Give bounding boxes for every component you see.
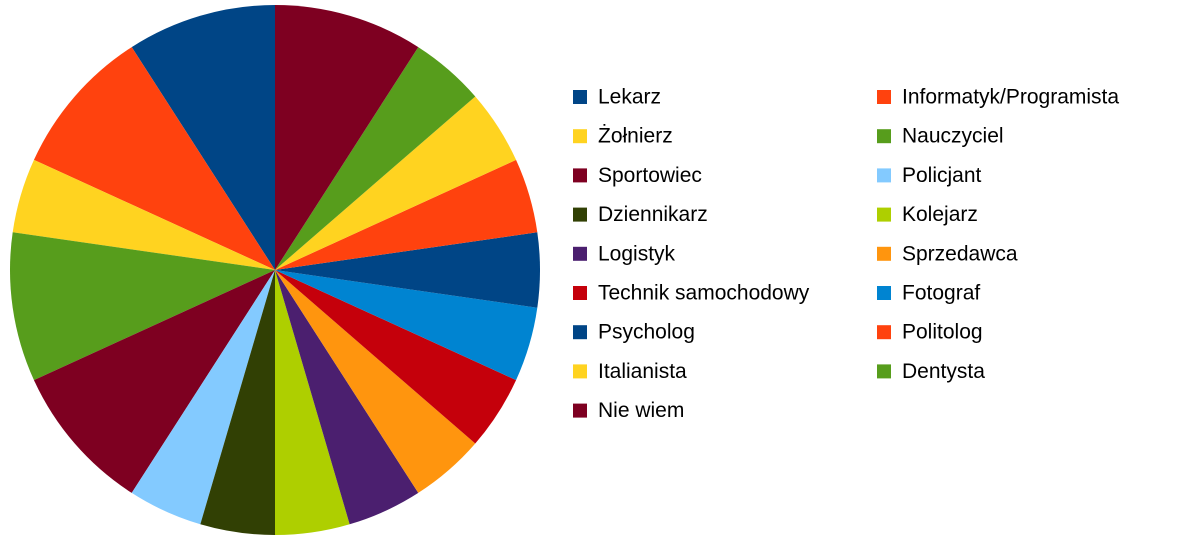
legend-swatch — [877, 90, 891, 104]
pie-slice — [275, 270, 350, 535]
legend-swatch — [877, 325, 891, 340]
legend-swatch — [573, 286, 587, 300]
legend-label: Dentysta — [902, 360, 985, 383]
legend-label: Dziennikarz — [598, 203, 708, 226]
pie-slice — [12, 159, 275, 270]
legend-swatch — [877, 286, 891, 300]
pie-slice — [275, 270, 517, 444]
legend-swatch — [573, 325, 587, 340]
legend-swatch — [877, 246, 891, 261]
pie-slice — [275, 270, 538, 381]
legend-label: Italianista — [598, 360, 687, 383]
legend-swatch — [573, 364, 587, 379]
pie-slice — [33, 270, 275, 493]
legend-swatch — [573, 246, 587, 261]
legend-label: Sprzedawca — [902, 242, 1018, 265]
legend-swatch — [573, 207, 587, 222]
pie-slice — [9, 232, 275, 381]
legend-label: Psycholog — [598, 321, 695, 344]
legend-swatch — [877, 129, 891, 144]
legend-swatch — [573, 90, 587, 104]
legend-label: Sportowiec — [598, 164, 702, 187]
pie-slice — [131, 5, 275, 270]
legend-label: Nie wiem — [598, 399, 684, 422]
pie-slice — [275, 270, 419, 525]
legend-label: Technik samochodowy — [598, 282, 810, 305]
legend-label: Fotograf — [902, 282, 980, 305]
pie-slice — [275, 5, 419, 270]
legend-swatch — [573, 403, 587, 418]
pie-slice — [275, 159, 538, 270]
legend-label: Żołnierz — [598, 125, 673, 148]
legend-label: Nauczyciel — [902, 125, 1004, 148]
legend-swatch — [877, 364, 891, 379]
pie-slice — [275, 270, 476, 493]
pie-slice — [275, 47, 476, 271]
legend-label: Logistyk — [598, 242, 676, 265]
pie-slice — [131, 270, 275, 525]
legend-swatch — [877, 168, 891, 183]
legend-label: Kolejarz — [902, 203, 978, 226]
pie-slice — [200, 270, 275, 535]
pie-slice — [33, 47, 275, 271]
legend-swatch — [573, 168, 587, 183]
legend-label: Policjant — [902, 164, 982, 187]
legend-swatch — [877, 207, 891, 222]
legend-swatch — [573, 129, 587, 144]
legend-label: Politolog — [902, 321, 983, 344]
pie-slice — [275, 232, 541, 308]
legend-label: Informatyk/Programista — [902, 86, 1119, 109]
legend-label: Lekarz — [598, 86, 661, 109]
pie-slice — [275, 96, 517, 270]
